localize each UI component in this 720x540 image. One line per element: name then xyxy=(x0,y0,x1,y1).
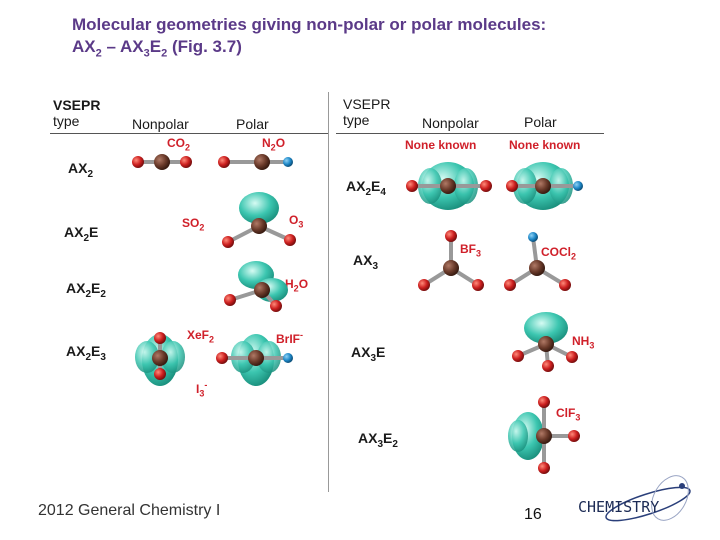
label-brif: BrIF- xyxy=(276,330,303,346)
nh3-model xyxy=(512,312,578,372)
label-so2: SO2 xyxy=(182,216,205,233)
co2-model xyxy=(132,154,192,170)
slide-title: Molecular geometries giving non-polar or… xyxy=(72,14,692,64)
left-row-ax2e: AX2E xyxy=(64,224,99,244)
label-n2o: N2O xyxy=(262,136,286,153)
right-row-ax2e4: AX2E4 xyxy=(346,178,386,198)
left-header-rule xyxy=(50,133,328,134)
footer-course: 2012 General Chemistry I xyxy=(38,502,221,519)
polar-none-known: None known xyxy=(509,138,581,152)
so2-model xyxy=(222,192,296,248)
chemistry-logo: CHEMISTRY xyxy=(578,468,698,528)
n2o-model xyxy=(218,154,293,170)
right-row-ax3e: AX3E xyxy=(351,344,386,364)
page-number: 16 xyxy=(524,506,542,523)
label-i3: I3- xyxy=(196,380,208,399)
right-header-vsepr: VSEPR type xyxy=(343,96,391,128)
label-cocl2: COCl2 xyxy=(541,245,577,262)
logo-text: CHEMISTRY xyxy=(578,498,660,516)
right-row-ax3: AX3 xyxy=(353,252,379,272)
ax2e4-polar-model xyxy=(506,162,583,210)
left-header-nonpolar: Nonpolar xyxy=(132,116,189,132)
ax2e4-nonpolar-model xyxy=(406,162,492,210)
left-row-ax2: AX2 xyxy=(68,160,94,180)
label-co2: CO2 xyxy=(167,136,191,153)
label-nh3: NH3 xyxy=(572,334,595,351)
right-header-nonpolar: Nonpolar xyxy=(422,115,479,131)
nonpolar-none-known: None known xyxy=(405,138,477,152)
label-bf3: BF3 xyxy=(460,242,482,259)
clf3-model xyxy=(508,396,580,474)
label-o3: O3 xyxy=(289,213,304,230)
left-header-polar: Polar xyxy=(236,116,269,132)
xef2-model xyxy=(135,332,185,386)
brif-model xyxy=(216,334,293,386)
column-divider xyxy=(328,92,329,492)
label-xef2: XeF2 xyxy=(187,328,215,345)
right-row-ax3e2: AX3E2 xyxy=(358,430,398,450)
bf3-model xyxy=(418,230,484,291)
label-h2o: H2O xyxy=(285,277,309,294)
left-row-ax2e2: AX2E2 xyxy=(66,280,106,300)
title-line-2: AX2 – AX3E2 (Fig. 3.7) xyxy=(72,37,242,60)
cocl2-model xyxy=(504,232,571,291)
h2o-model xyxy=(224,261,288,312)
title-line-1: Molecular geometries giving non-polar or… xyxy=(72,15,547,34)
label-clf3: ClF3 xyxy=(556,406,581,423)
left-header-vsepr: VSEPR type xyxy=(53,97,101,129)
right-header-rule xyxy=(336,133,604,134)
left-row-ax2e3: AX2E3 xyxy=(66,343,106,363)
right-header-polar: Polar xyxy=(524,114,557,130)
atom-orbit-icon xyxy=(605,475,691,522)
